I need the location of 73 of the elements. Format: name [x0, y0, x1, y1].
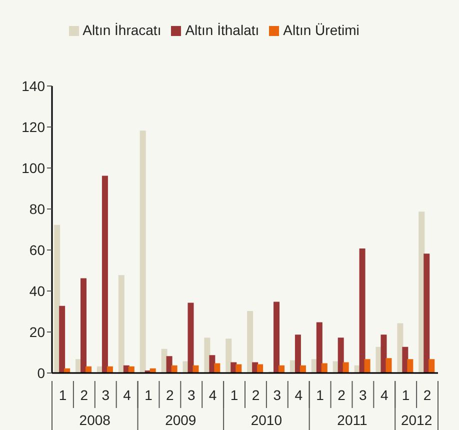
x-tick-label: 1: [58, 387, 67, 403]
bar: [359, 248, 366, 373]
bar: [386, 358, 392, 373]
x-tick-label: 1: [316, 387, 324, 403]
bar: [80, 278, 87, 373]
text: 2009: [165, 412, 196, 428]
x-tick-label: 3: [187, 387, 196, 403]
bar: [428, 359, 435, 373]
x-tick-label: 1: [144, 387, 153, 403]
y-tick-label: 100: [22, 160, 46, 176]
bar: [274, 302, 280, 373]
bar: [166, 356, 172, 373]
bar: [257, 364, 264, 373]
bar: [364, 359, 370, 373]
bar: [54, 224, 60, 373]
bar: [342, 362, 349, 373]
bar: [294, 334, 301, 373]
bar: [140, 130, 146, 373]
bar: [316, 322, 322, 373]
bar: [300, 365, 306, 373]
x-tick-label: 4: [294, 387, 303, 403]
x-tick-label: 1: [402, 387, 410, 403]
y-tick-label: 0: [37, 364, 46, 381]
bar: [247, 311, 254, 373]
legend-label: Altın İthalatı: [185, 22, 260, 38]
y-tick-label: 40: [29, 282, 46, 299]
bar: [86, 366, 92, 373]
bar: [171, 365, 178, 373]
y-tick-label: 60: [29, 242, 46, 258]
bar: [192, 365, 199, 373]
bar: [226, 338, 232, 373]
bar: [338, 338, 344, 373]
bar: [278, 365, 285, 373]
bar: [188, 302, 194, 373]
x-tick-label: 2: [166, 387, 174, 403]
x-tick-label: 2: [423, 387, 432, 403]
x-tick-label: 2: [80, 387, 88, 403]
text: 2011: [337, 412, 368, 428]
x-tick-label: 2: [338, 387, 346, 403]
bar: [64, 368, 70, 373]
y-tick-label: 80: [29, 200, 46, 217]
x-tick-label: 3: [102, 387, 110, 403]
bar: [321, 363, 328, 373]
bar: [150, 368, 156, 373]
x-tick-label: 4: [380, 387, 388, 403]
y-tick-label: 20: [29, 324, 46, 340]
bar: [128, 366, 134, 373]
bar: [102, 176, 108, 373]
bar: [407, 359, 414, 373]
x-tick-label: 4: [208, 387, 217, 403]
x-tick-label: 1: [230, 387, 238, 403]
legend-label: Altın İhracatı: [82, 22, 162, 38]
legend-label: Altın Üretimi: [283, 22, 360, 38]
bar: [106, 366, 113, 373]
text: 2010: [250, 412, 282, 428]
bar: [402, 346, 408, 373]
text: 2008: [79, 412, 111, 428]
bar: [59, 306, 66, 373]
x-tick-label: 4: [123, 387, 132, 403]
y-tick-label: 120: [22, 118, 46, 135]
bar: [209, 355, 216, 373]
bar: [214, 363, 220, 373]
bar: [424, 254, 430, 373]
bar: [118, 275, 124, 373]
x-tick-label: 2: [252, 387, 260, 403]
bar: [236, 364, 242, 373]
y-tick-label: 140: [22, 78, 46, 94]
text: 2012: [400, 412, 432, 428]
bar: [397, 323, 404, 373]
x-tick-label: 3: [273, 387, 282, 403]
bar: [204, 338, 210, 373]
bar: [380, 334, 387, 373]
x-tick-label: 3: [359, 387, 368, 403]
